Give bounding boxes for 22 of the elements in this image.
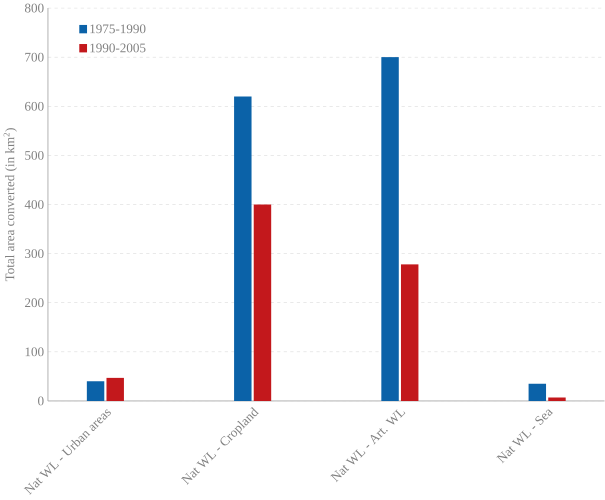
bar: [381, 56, 399, 401]
y-tick-label: 600: [25, 102, 44, 111]
y-tick-label: 800: [24, 3, 44, 12]
legend-label: 1990-2005: [90, 43, 146, 52]
y-tick-label: 700: [25, 52, 44, 62]
bar: [548, 397, 566, 401]
bar: [400, 264, 418, 401]
bar: [106, 378, 124, 401]
y-tick-label: 0: [38, 396, 44, 406]
bar: [234, 96, 252, 401]
y-tick-label: 300: [25, 249, 44, 258]
x-tick-label: Nat WL - Sea: [496, 409, 554, 464]
bar: [528, 384, 546, 401]
y-tick-label: 100: [26, 347, 44, 356]
bar: [86, 381, 104, 401]
x-tick-label: Nat WL - Art. WL: [330, 409, 406, 482]
y-tick-label: 500: [25, 150, 44, 160]
legend-label: 1975-1990: [90, 24, 146, 34]
y-tick-label: 400: [24, 200, 44, 209]
y-tick-label: 200: [25, 298, 44, 307]
bar: [254, 204, 272, 401]
y-axis-title: Total area converted (in km$^{2}$): [4, 128, 17, 281]
